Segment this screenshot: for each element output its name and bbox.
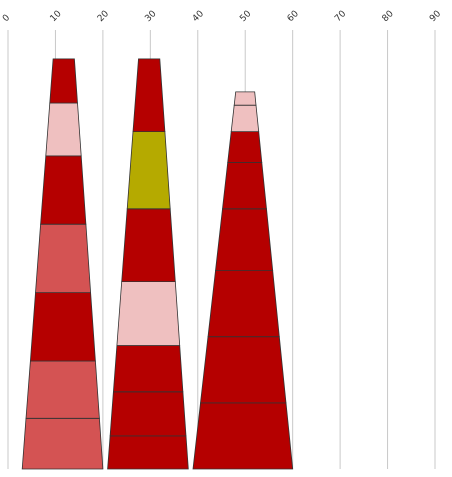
stack-2-segment-6	[126, 131, 171, 210]
stack-2-segment-2	[109, 391, 187, 437]
stack-1-segment-4	[35, 223, 92, 294]
stack-2-segment-4	[116, 281, 181, 346]
x-tick-label: 90	[428, 9, 443, 24]
stack-1-segment-3	[29, 292, 96, 362]
stack-1-segment-7	[49, 58, 78, 104]
stack-1	[21, 58, 104, 470]
x-tick-label: 40	[191, 9, 206, 24]
stack-2-segment-5	[121, 208, 176, 283]
x-tick-label: 0	[1, 13, 12, 24]
x-tick-label: 30	[143, 9, 158, 24]
x-tick-label: 60	[286, 9, 301, 24]
x-tick-label: 70	[333, 9, 348, 24]
stack-2-segment-1	[107, 435, 189, 470]
stack-3-segment-3	[207, 270, 280, 338]
stacks	[21, 58, 294, 470]
x-tick-label: 20	[96, 9, 111, 24]
x-tick-label: 80	[381, 9, 396, 24]
stack-3-segment-1	[192, 402, 294, 470]
stack-1-segment-1	[21, 417, 104, 470]
stack-1-segment-5	[40, 155, 87, 225]
stack-3-segment-6	[227, 131, 263, 163]
stack-1-segment-6	[45, 102, 82, 157]
stack-3-segment-2	[200, 336, 287, 404]
stack-3-segment-4	[215, 208, 274, 272]
stack-3-segment-8	[233, 91, 257, 106]
stack-1-segment-2	[25, 360, 100, 419]
x-axis-tick-labels: 0 10 20 30 40 50 60 70 80 90	[1, 9, 443, 24]
stack-3-segment-5	[222, 162, 267, 210]
stack-3	[192, 91, 294, 470]
x-tick-label: 50	[238, 9, 253, 24]
x-tick-label: 10	[48, 9, 63, 24]
stack-2	[107, 58, 189, 470]
stack-3-segment-7	[230, 104, 260, 133]
stack-2-segment-3	[112, 345, 184, 393]
stack-2-segment-7	[132, 58, 166, 133]
